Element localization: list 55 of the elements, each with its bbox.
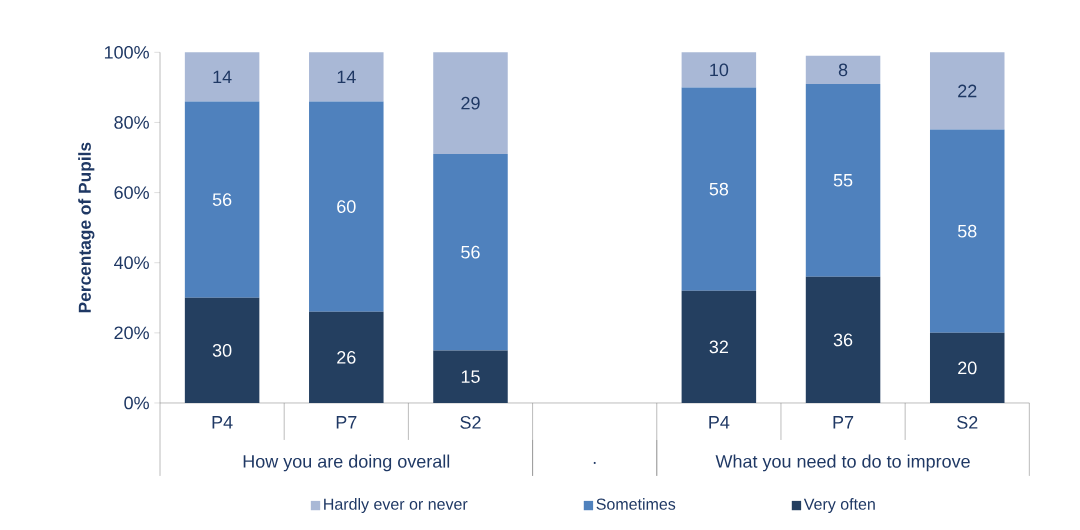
- text: How you are doing overall: [243, 454, 450, 472]
- bar: [681, 87, 757, 291]
- bar: [184, 101, 260, 298]
- x-tick-label: P4: [709, 416, 730, 429]
- data-label: 58: [957, 224, 977, 238]
- bar: [309, 101, 384, 312]
- bar: [929, 332, 1005, 403]
- y-tick-label: 40%: [114, 256, 149, 270]
- x-tick-label: P7: [833, 416, 854, 429]
- y-axis-title: Percentage of Pupils: [78, 142, 95, 313]
- bar: [681, 290, 757, 403]
- y-tick-label: 100%: [104, 45, 149, 59]
- data-label: 60: [337, 200, 356, 213]
- bar: [929, 129, 1005, 333]
- data-label: 8: [838, 63, 848, 77]
- bar: [184, 297, 260, 403]
- bar: [681, 52, 757, 88]
- data-label: 15: [461, 370, 480, 383]
- legend-label: Sometimes: [596, 498, 676, 510]
- bar: [805, 55, 881, 84]
- bar: [433, 52, 508, 155]
- bar: [805, 276, 881, 403]
- bar: [929, 52, 1005, 130]
- text: .: [593, 461, 596, 464]
- legend-label: Very often: [803, 498, 875, 513]
- bar: [805, 83, 881, 277]
- x-tick-label: P7: [336, 416, 357, 429]
- x-tick-label: P4: [212, 416, 233, 429]
- data-label: 14: [337, 70, 356, 84]
- data-label: 14: [213, 70, 232, 84]
- bar: [309, 311, 384, 403]
- data-label: 56: [212, 193, 232, 206]
- y-tick-label: 80%: [114, 116, 149, 129]
- data-label: 36: [833, 333, 853, 347]
- bar: [433, 154, 508, 351]
- data-label: 30: [212, 344, 232, 357]
- data-label: 26: [337, 351, 356, 364]
- bar: [433, 350, 508, 403]
- x-tick-label: S2: [957, 416, 978, 429]
- data-label: 58: [709, 182, 729, 196]
- data-label: 32: [709, 340, 728, 354]
- x-tick-label: S2: [460, 416, 481, 429]
- y-tick-label: 20%: [114, 326, 149, 340]
- data-label: 56: [461, 245, 480, 259]
- data-label: 55: [833, 174, 853, 187]
- y-tick-label: 60%: [114, 186, 149, 199]
- data-label: 20: [958, 361, 977, 375]
- data-label: 29: [461, 96, 480, 110]
- legend-label: Hardly ever or never: [324, 498, 468, 514]
- bar: [184, 52, 260, 102]
- data-label: 22: [958, 84, 977, 98]
- y-tick-label: 0%: [124, 396, 149, 410]
- data-label: 10: [710, 63, 729, 77]
- bar: [309, 52, 384, 102]
- text: What you need to do to improve: [715, 454, 970, 472]
